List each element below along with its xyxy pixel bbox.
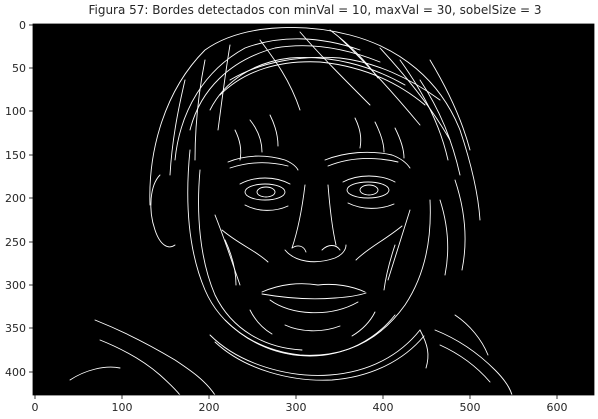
right-under-eye	[347, 202, 395, 209]
y-tick-label: 250	[5, 236, 26, 249]
x-tick-label: 200	[199, 401, 220, 414]
hair-strand	[209, 57, 406, 111]
right-eye	[346, 181, 390, 199]
figure-title: Figura 57: Bordes detectados con minVal …	[88, 3, 541, 17]
texture-stroke	[383, 244, 396, 291]
hair-strand	[169, 79, 186, 176]
hair-strand	[379, 47, 451, 141]
right-eyebrow	[327, 158, 399, 167]
chin	[284, 324, 341, 332]
texture-stroke	[269, 114, 279, 147]
hair-strand	[299, 31, 371, 106]
texture-stroke	[249, 309, 273, 335]
right-hair-edge	[454, 179, 466, 271]
x-tick-label: 400	[373, 401, 394, 414]
x-tick-label: 100	[112, 401, 133, 414]
y-tick-label: 350	[5, 322, 26, 335]
nose-bridge	[291, 184, 306, 249]
left-eye-lid	[239, 177, 291, 185]
hair-outline	[149, 26, 481, 221]
x-tick-label: 0	[32, 401, 39, 414]
nostril	[291, 245, 307, 253]
y-tick-label: 400	[5, 366, 26, 379]
y-axis: 0 50 100 150 200 250 300 350 400	[5, 19, 33, 379]
right-eyebrow	[324, 151, 411, 169]
nose-tip	[284, 244, 347, 263]
y-tick-label: 300	[5, 279, 26, 292]
hair-strand	[229, 56, 441, 101]
left-shoulder	[99, 339, 181, 396]
nostril	[321, 245, 341, 251]
x-axis: 0 100 200 300 400 500 600	[32, 395, 568, 414]
y-tick-label: 50	[12, 62, 26, 75]
hair-strand	[399, 59, 449, 161]
y-tick-label: 150	[5, 149, 26, 162]
y-tick-label: 0	[19, 19, 26, 32]
texture-stroke	[224, 239, 237, 286]
cheek-contour	[387, 209, 411, 281]
right-eye-lid	[342, 175, 396, 183]
right-hair-edge	[439, 199, 449, 276]
hair-strand	[329, 29, 379, 79]
left-shoulder	[94, 319, 216, 396]
texture-stroke	[354, 117, 362, 149]
hair-strand	[189, 45, 381, 131]
texture-stroke	[234, 129, 242, 161]
upper-lip	[261, 283, 366, 293]
collar	[419, 329, 429, 369]
left-eyebrow	[229, 162, 289, 169]
right-shoulder	[439, 344, 491, 383]
texture-stroke	[394, 127, 405, 159]
left-under-eye	[244, 204, 289, 211]
cheek-contour	[221, 229, 269, 263]
texture-stroke	[351, 311, 376, 337]
jaw-line	[224, 314, 396, 357]
hair-strand	[219, 61, 426, 106]
x-tick-label: 600	[547, 401, 568, 414]
collar	[214, 335, 425, 381]
hair-strand	[194, 59, 206, 161]
hair-strand	[259, 39, 301, 111]
lip-line	[261, 292, 367, 300]
texture-stroke	[374, 121, 385, 153]
edge-lines	[69, 26, 513, 396]
face-outline	[198, 169, 303, 351]
hair-strand	[174, 38, 361, 161]
texture-stroke	[249, 119, 263, 153]
hair-strand	[429, 59, 471, 151]
nose-bridge	[327, 184, 337, 246]
y-tick-label: 100	[5, 105, 26, 118]
x-tick-label: 300	[286, 401, 307, 414]
axes-frame	[32, 23, 595, 396]
hair-strand	[339, 37, 421, 126]
image-background	[33, 24, 594, 395]
right-shoulder	[434, 329, 513, 396]
cheek-contour	[355, 225, 403, 261]
right-shoulder	[454, 314, 489, 356]
cheek-contour	[214, 214, 241, 286]
x-tick-label: 500	[460, 401, 481, 414]
y-tick-label: 200	[5, 192, 26, 205]
hair-strand	[419, 79, 461, 176]
left-ear	[150, 174, 176, 248]
collar	[209, 329, 421, 376]
left-eyebrow	[227, 155, 299, 171]
lower-lip	[269, 299, 359, 314]
face-outline	[187, 149, 431, 356]
hair-strand	[217, 44, 231, 131]
right-eye-inner	[359, 184, 379, 196]
left-eye-inner	[256, 186, 276, 198]
left-shoulder	[69, 366, 121, 381]
left-eye	[244, 183, 286, 201]
edge-map-image	[33, 24, 594, 396]
